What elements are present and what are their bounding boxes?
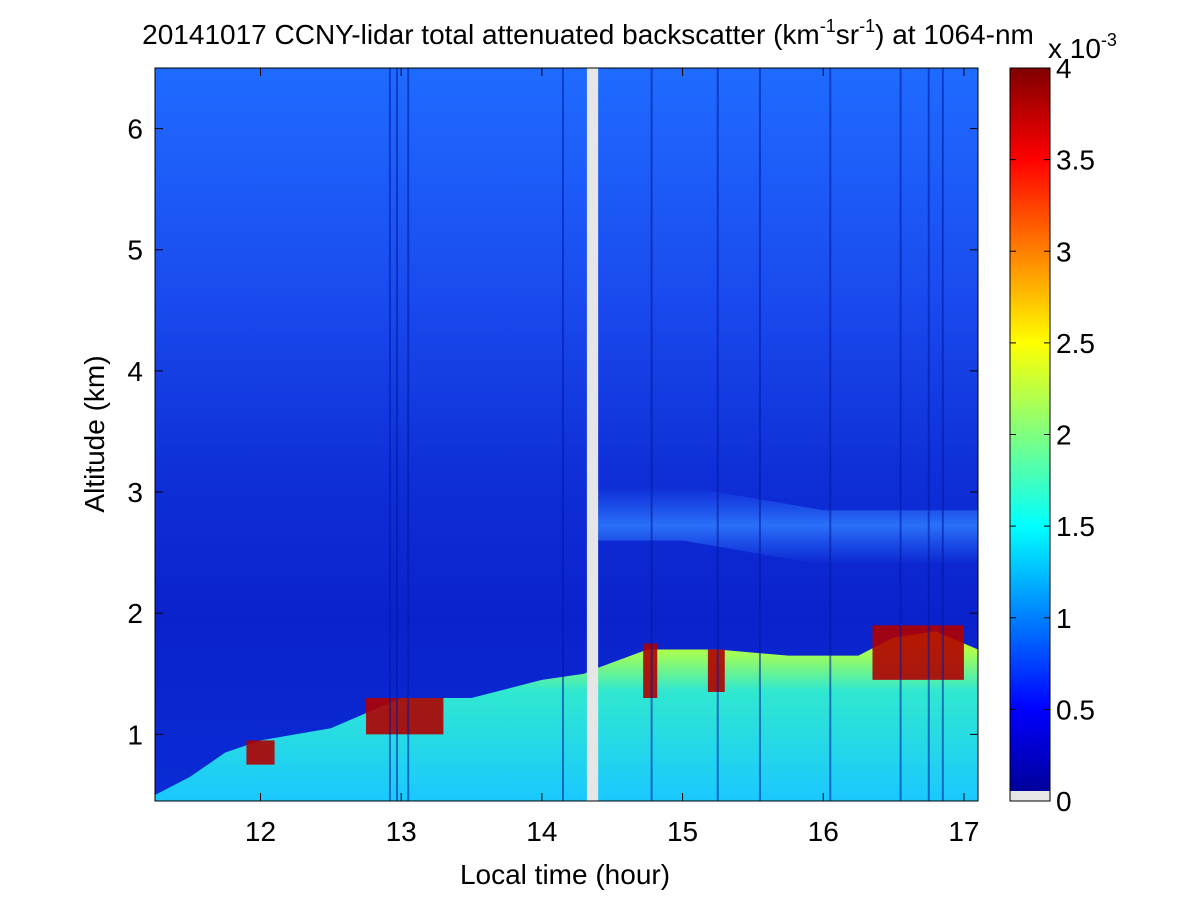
colorbar-tick-label: 4 — [1056, 53, 1072, 84]
high-signal-patch — [643, 643, 658, 699]
x-tick-label: 14 — [526, 816, 557, 847]
x-axis-label: Local time (hour) — [460, 859, 670, 890]
colorbar-gradient — [1010, 68, 1050, 801]
chart-title: 20141017 CCNY-lidar total attenuated bac… — [142, 16, 1034, 50]
x-axis-ticks: 12 13 14 15 16 17 — [245, 68, 980, 847]
colorbar-exponent: x 10-3 — [1048, 30, 1117, 64]
x-tick-label: 13 — [386, 816, 417, 847]
x-tick-label: 16 — [808, 816, 839, 847]
colorbar-nodata-swatch — [1010, 791, 1050, 801]
colorbar-tick-label: 2 — [1056, 420, 1072, 451]
colorbar-tick-label: 0.5 — [1056, 694, 1095, 725]
colorbar-ticks: 0 0.5 1 1.5 2 2.5 3 3.5 4 — [1010, 53, 1095, 817]
axes-frame — [154, 67, 979, 802]
elevated-aerosol-layer — [598, 485, 978, 565]
high-signal-patches — [246, 625, 964, 765]
colorbar-tick-label: 0 — [1056, 786, 1072, 817]
colorbar-tick-label: 1 — [1056, 603, 1072, 634]
y-tick-label: 3 — [127, 477, 143, 508]
high-signal-patch — [246, 740, 275, 765]
heatmap-plot-area — [155, 68, 978, 801]
x-tick-label: 17 — [948, 816, 979, 847]
colorbar-tick-label: 3.5 — [1056, 145, 1095, 176]
colorbar-tick-label: 3 — [1056, 236, 1072, 267]
profile-stripes — [388, 68, 944, 801]
y-axis-ticks: 1 2 3 4 5 6 — [127, 114, 978, 750]
colorbar-tick-label: 2.5 — [1056, 328, 1095, 359]
x-tick-label: 15 — [667, 816, 698, 847]
high-signal-patch — [872, 625, 964, 680]
colorbar: 0 0.5 1 1.5 2 2.5 3 3.5 4 x 10-3 — [1009, 30, 1117, 817]
elevated-layer-band — [598, 485, 978, 565]
x-tick-label: 12 — [245, 816, 276, 847]
y-tick-label: 2 — [127, 598, 143, 629]
high-signal-patch — [366, 698, 444, 735]
y-tick-label: 5 — [127, 235, 143, 266]
colorbar-tick-label: 1.5 — [1056, 511, 1095, 542]
y-tick-label: 4 — [127, 356, 143, 387]
boundary-layer-fill — [155, 631, 978, 801]
y-tick-label: 1 — [127, 719, 143, 750]
y-axis-label: Altitude (km) — [79, 355, 110, 512]
data-gap — [586, 68, 599, 801]
y-tick-label: 6 — [127, 114, 143, 145]
boundary-layer-region — [155, 631, 978, 801]
high-signal-patch — [707, 649, 725, 692]
